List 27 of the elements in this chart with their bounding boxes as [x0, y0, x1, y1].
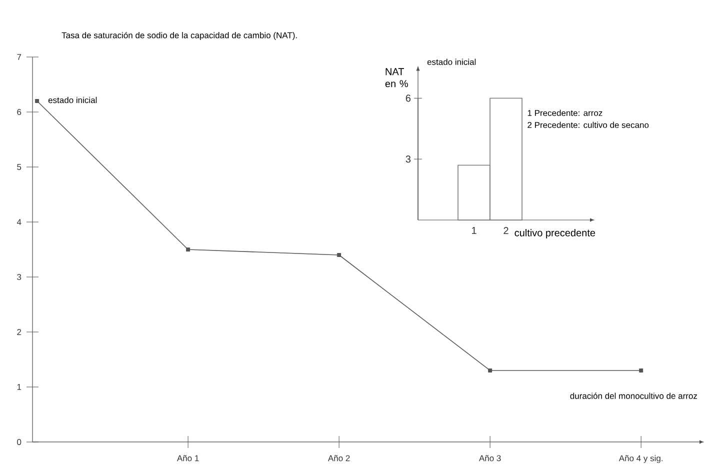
point	[639, 368, 644, 372]
y-axis-title: Tasa de saturación de sodio de la capacidad de cambio (NAT).	[62, 32, 297, 40]
x-axis-title: duración del monocultivo de arroz	[570, 392, 698, 399]
point	[337, 252, 342, 257]
point	[488, 368, 492, 372]
x-axis-title: cultivo precedente	[514, 229, 596, 238]
y-tick-label: 4	[16, 219, 22, 225]
y-tick-label: 0	[17, 438, 22, 445]
point	[35, 99, 40, 103]
y-tick-label: 7	[17, 54, 22, 60]
x-tick-label: Año 1	[176, 455, 199, 462]
point	[186, 247, 190, 252]
annotation: estado inicial	[48, 96, 97, 104]
y-tick-label: 5	[17, 164, 22, 170]
chart-title: estado inicial	[427, 58, 476, 65]
y-tick-label: 6	[17, 108, 22, 116]
y-axis-title: NAT en %	[385, 68, 408, 88]
y-tick-label: 3	[17, 274, 22, 280]
y-tick-label: 2	[17, 329, 22, 335]
y-tick-label: 1	[17, 384, 22, 390]
y-tick-label: 3	[406, 156, 411, 163]
x-tick-label: Año 3	[478, 455, 501, 462]
x-tick-label: Año 2	[328, 455, 350, 462]
annotation: 2 Precedente: cultivo de secano	[528, 122, 649, 128]
annotation: 1 Precedente: arroz	[528, 110, 602, 116]
x-tick-label: Año 4 y sig.	[618, 455, 662, 463]
y-tick-label: 6	[406, 94, 411, 102]
